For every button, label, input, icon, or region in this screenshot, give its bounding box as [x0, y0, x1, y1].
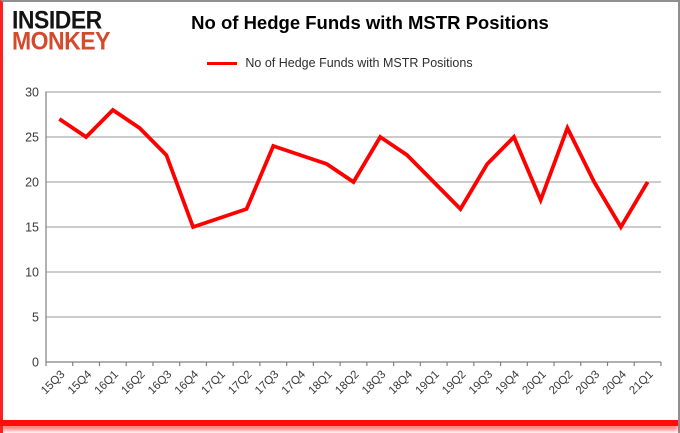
- chart-title: No of Hedge Funds with MSTR Positions: [191, 12, 549, 33]
- series-line: [58, 107, 650, 231]
- y-tick-label: 10: [25, 266, 39, 280]
- x-tick-label: 18Q3: [360, 369, 388, 397]
- logo-word-insider: INSIDER: [12, 5, 102, 34]
- x-tick-label: 19Q3: [467, 369, 495, 397]
- x-tick-label: 16Q1: [93, 369, 121, 397]
- x-tick-label: 17Q4: [280, 368, 309, 397]
- y-tick-label: 20: [25, 176, 39, 190]
- x-tick-label: 20Q3: [574, 369, 602, 397]
- x-tick-label: 20Q1: [520, 369, 548, 397]
- x-tick-label: 19Q4: [494, 368, 523, 397]
- x-tick-label: 16Q4: [173, 368, 202, 397]
- insider-monkey-logo: INSIDER MONKEY: [12, 5, 110, 55]
- x-tick-label: 19Q2: [440, 369, 468, 397]
- x-tick-label: 16Q2: [119, 369, 147, 397]
- x-tick-label: 17Q1: [200, 369, 228, 397]
- x-tick-label: 18Q4: [387, 368, 416, 397]
- legend: No of Hedge Funds with MSTR Positions: [0, 56, 680, 70]
- x-tick-label: 16Q3: [146, 369, 174, 397]
- card-bottom-accent: [0, 420, 678, 426]
- x-tick-label: 15Q3: [39, 369, 67, 397]
- x-tick-label: 20Q2: [547, 369, 575, 397]
- x-tick-label: 21Q1: [627, 369, 655, 397]
- legend-label: No of Hedge Funds with MSTR Positions: [245, 56, 473, 70]
- x-tick-label: 17Q3: [253, 369, 281, 397]
- y-tick-label: 0: [32, 356, 39, 370]
- x-tick-label: 19Q1: [413, 369, 441, 397]
- logo-word-monkey: MONKEY: [12, 26, 110, 55]
- y-tick-label: 5: [32, 311, 39, 325]
- y-tick-label: 25: [25, 131, 39, 145]
- x-tick-label: 15Q4: [66, 368, 95, 397]
- x-tick-label: 20Q4: [601, 368, 630, 397]
- x-tick-label: 18Q2: [333, 369, 361, 397]
- y-tick-label: 30: [25, 86, 39, 100]
- x-tick-label: 18Q1: [306, 369, 334, 397]
- y-tick-label: 15: [25, 221, 39, 235]
- legend-line-swatch: [207, 61, 238, 65]
- x-tick-label: 17Q2: [226, 369, 254, 397]
